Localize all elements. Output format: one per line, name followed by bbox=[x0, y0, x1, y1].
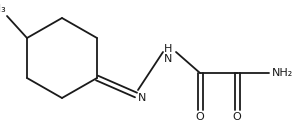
Text: H: H bbox=[164, 44, 172, 54]
Text: CH₃: CH₃ bbox=[0, 4, 6, 14]
Text: N: N bbox=[164, 54, 172, 64]
Text: O: O bbox=[196, 112, 204, 122]
Text: N: N bbox=[138, 93, 146, 103]
Text: NH₂: NH₂ bbox=[272, 68, 293, 78]
Text: O: O bbox=[233, 112, 241, 122]
